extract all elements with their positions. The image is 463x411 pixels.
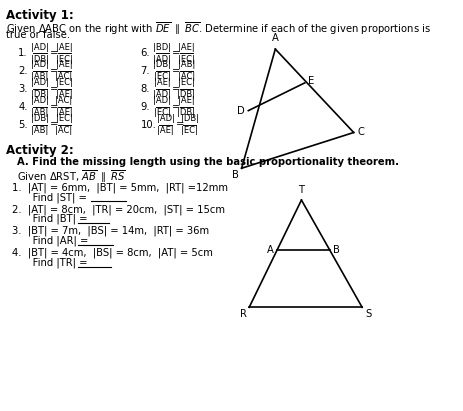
Text: |EC|: |EC|: [56, 55, 73, 64]
Text: Find |BT| =: Find |BT| =: [17, 214, 87, 224]
Text: |DB|: |DB|: [31, 114, 49, 123]
Text: |AE|: |AE|: [157, 126, 174, 135]
Text: T: T: [299, 185, 305, 195]
Text: |AC|: |AC|: [178, 72, 195, 81]
Text: D: D: [237, 106, 245, 115]
Text: |EC|: |EC|: [56, 79, 73, 87]
Text: Activity 2:: Activity 2:: [6, 144, 73, 157]
Text: true or false.: true or false.: [6, 30, 70, 40]
Text: 4.: 4.: [18, 102, 28, 112]
Text: |AE|: |AE|: [178, 43, 194, 51]
Text: |DB|: |DB|: [153, 60, 171, 69]
Text: 1.  |AT| = 6mm,  |BT| = 5mm,  |RT| =12mm: 1. |AT| = 6mm, |BT| = 5mm, |RT| =12mm: [12, 182, 227, 193]
Text: =: =: [175, 120, 184, 129]
Text: |DB|: |DB|: [181, 114, 199, 123]
Text: |DB|: |DB|: [177, 108, 195, 117]
Text: |AC|: |AC|: [56, 96, 73, 105]
Text: =: =: [172, 66, 181, 76]
Text: B: B: [232, 170, 239, 180]
Text: |AD|: |AD|: [156, 114, 175, 123]
Text: |AE|: |AE|: [154, 79, 170, 87]
Text: |DB|: |DB|: [31, 55, 49, 64]
Text: A: A: [267, 245, 274, 256]
Text: |AE|: |AE|: [178, 96, 194, 105]
Text: S: S: [365, 309, 372, 319]
Text: |AC|: |AC|: [56, 72, 73, 81]
Text: |AB|: |AB|: [178, 60, 195, 69]
Text: |AE|: |AE|: [56, 60, 73, 69]
Text: =: =: [50, 120, 58, 129]
Text: |EC|: |EC|: [56, 114, 73, 123]
Text: Given $\Delta$ABC on the right with $\overline{DE}$ $\parallel$ $\overline{BC}$.: Given $\Delta$ABC on the right with $\ov…: [6, 20, 431, 37]
Text: |AD|: |AD|: [31, 96, 49, 105]
Text: Find |AR| =: Find |AR| =: [17, 236, 88, 246]
Text: |EC|: |EC|: [154, 108, 171, 117]
Text: |BD|: |BD|: [153, 43, 171, 51]
Text: |AB|: |AB|: [31, 108, 49, 117]
Text: |AB|: |AB|: [31, 126, 49, 135]
Text: B: B: [333, 245, 340, 256]
Text: |AD|: |AD|: [31, 43, 49, 51]
Text: |AD|: |AD|: [153, 90, 171, 99]
Text: =: =: [172, 84, 181, 94]
Text: 3.  |BT| = 7m,  |BS| = 14m,  |RT| = 36m: 3. |BT| = 7m, |BS| = 14m, |RT| = 36m: [12, 226, 209, 236]
Text: |AD|: |AD|: [31, 60, 49, 69]
Text: |EC|: |EC|: [178, 55, 195, 64]
Text: |AD|: |AD|: [153, 55, 171, 64]
Text: Find |ST| =: Find |ST| =: [17, 192, 87, 203]
Text: 5.: 5.: [18, 120, 28, 129]
Text: |EC|: |EC|: [178, 79, 195, 87]
Text: 3.: 3.: [18, 84, 28, 94]
Text: |AE|: |AE|: [56, 90, 73, 99]
Text: =: =: [50, 84, 58, 94]
Text: |DB|: |DB|: [31, 90, 49, 99]
Text: 2.: 2.: [18, 66, 28, 76]
Text: |EC|: |EC|: [181, 126, 198, 135]
Text: 10.: 10.: [140, 120, 156, 129]
Text: =: =: [172, 102, 181, 112]
Text: E: E: [308, 76, 314, 86]
Text: 2.  |AT| = 8cm,  |TR| = 20cm,  |ST| = 15cm: 2. |AT| = 8cm, |TR| = 20cm, |ST| = 15cm: [12, 204, 225, 215]
Text: 9.: 9.: [140, 102, 150, 112]
Text: Find |TR| =: Find |TR| =: [17, 258, 87, 268]
Text: =: =: [50, 102, 58, 112]
Text: 7.: 7.: [140, 66, 150, 76]
Text: 8.: 8.: [140, 84, 150, 94]
Text: |AB|: |AB|: [31, 72, 49, 81]
Text: =: =: [50, 48, 58, 58]
Text: |AC|: |AC|: [56, 126, 73, 135]
Text: =: =: [50, 66, 58, 76]
Text: C: C: [357, 127, 364, 138]
Text: A. Find the missing length using the basic proportionality theorem.: A. Find the missing length using the bas…: [17, 157, 399, 167]
Text: 4.  |BT| = 4cm,  |BS| = 8cm,  |AT| = 5cm: 4. |BT| = 4cm, |BS| = 8cm, |AT| = 5cm: [12, 248, 213, 258]
Text: R: R: [240, 309, 247, 319]
Text: |EC|: |EC|: [154, 72, 171, 81]
Text: A: A: [272, 33, 279, 43]
Text: |AE|: |AE|: [56, 108, 73, 117]
Text: |DB|: |DB|: [177, 90, 195, 99]
Text: 6.: 6.: [140, 48, 150, 58]
Text: |AE|: |AE|: [56, 43, 73, 51]
Text: Given $\Delta$RST, $\overline{AB}$ $\parallel$ $\overline{RS}$: Given $\Delta$RST, $\overline{AB}$ $\par…: [17, 168, 125, 185]
Text: 1.: 1.: [18, 48, 28, 58]
Text: |AD|: |AD|: [31, 79, 49, 87]
Text: Activity 1:: Activity 1:: [6, 9, 73, 22]
Text: |AD|: |AD|: [153, 96, 171, 105]
Text: =: =: [172, 48, 181, 58]
